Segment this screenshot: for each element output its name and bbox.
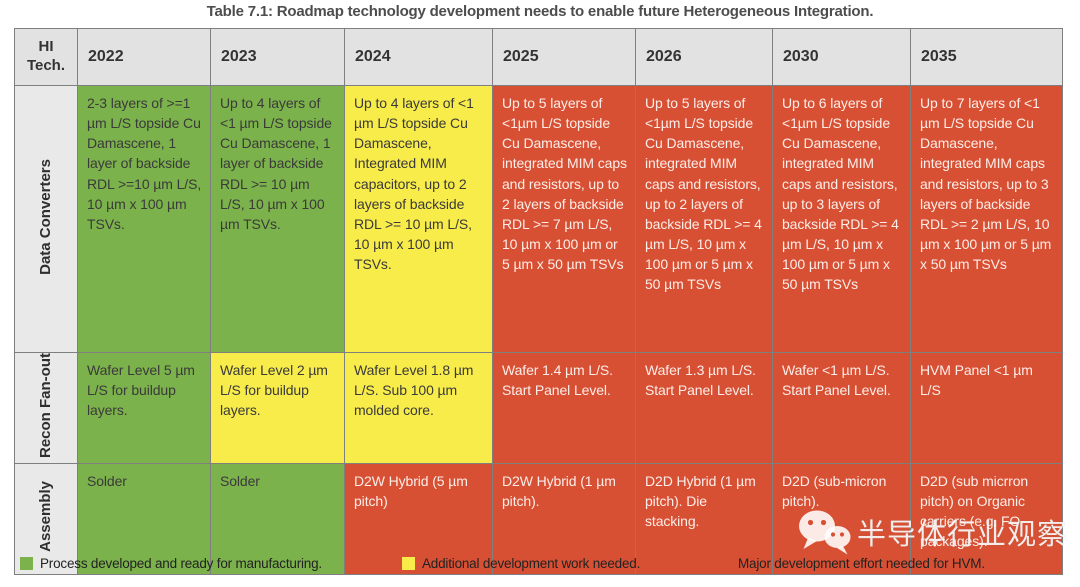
row-label-data-converters: Data Converters <box>14 85 78 353</box>
table-cell: Up to 4 layers of <1 µm L/S topside Cu D… <box>210 85 345 353</box>
year-header-2022: 2022 <box>77 28 211 86</box>
legend-label-green: Process developed and ready for manufact… <box>40 556 322 571</box>
legend-swatch-yellow <box>402 557 415 570</box>
legend-item-green: Process developed and ready for manufact… <box>20 556 322 571</box>
legend: Process developed and ready for manufact… <box>0 556 1080 576</box>
row-recon-fan-out: Recon Fan-out Wafer Level 5 µm L/S for b… <box>14 352 1063 464</box>
table-cell: Solder <box>210 463 345 575</box>
row-label-text: Assembly <box>37 481 55 552</box>
table-cell: Wafer 1.4 µm L/S. Start Panel Level. <box>492 352 636 464</box>
corner-header: HI Tech. <box>14 28 78 86</box>
legend-swatch-green <box>20 557 33 570</box>
header-row: HI Tech. 2022 2023 2024 2025 2026 2030 2… <box>14 28 1063 86</box>
row-data-converters: Data Converters 2-3 layers of >=1 µm L/S… <box>14 85 1063 353</box>
row-label-recon-fan-out: Recon Fan-out <box>14 352 78 464</box>
table-cell: Wafer Level 1.8 µm L/S. Sub 100 µm molde… <box>344 352 493 464</box>
table-cell: D2D Hybrid (1 µm pitch). Die stacking. <box>635 463 773 575</box>
roadmap-table: HI Tech. 2022 2023 2024 2025 2026 2030 2… <box>14 28 1063 575</box>
table-cell: D2D (sub-micron pitch). <box>772 463 911 575</box>
table-cell: Wafer <1 µm L/S. Start Panel Level. <box>772 352 911 464</box>
legend-item-red: Major development effort needed for HVM. <box>718 556 985 571</box>
legend-swatch-red <box>718 557 731 570</box>
table-cell: 2-3 layers of >=1 µm L/S topside Cu Dama… <box>77 85 211 353</box>
table-cell: Up to 7 layers of <1 µm L/S topside Cu D… <box>910 85 1063 353</box>
table-cell: Solder <box>77 463 211 575</box>
row-assembly: Assembly Solder Solder D2W Hybrid (5 µm … <box>14 463 1063 575</box>
table-cell: D2D (sub micrron pitch) on Organic carri… <box>910 463 1063 575</box>
table-cell: D2W Hybrid (1 µm pitch). <box>492 463 636 575</box>
legend-label-yellow: Additional development work needed. <box>422 556 641 571</box>
year-header-2030: 2030 <box>772 28 911 86</box>
table-cell: HVM Panel <1 µm L/S <box>910 352 1063 464</box>
year-header-2023: 2023 <box>210 28 345 86</box>
table-cell: D2W Hybrid (5 µm pitch) <box>344 463 493 575</box>
table-cell: Up to 6 layers of <1µm L/S topside Cu Da… <box>772 85 911 353</box>
legend-item-yellow: Additional development work needed. <box>402 556 640 571</box>
table-cell: Wafer 1.3 µm L/S. Start Panel Level. <box>635 352 773 464</box>
row-label-assembly: Assembly <box>14 463 78 575</box>
table-cell: Wafer Level 2 µm L/S for buildup layers. <box>210 352 345 464</box>
row-label-text: Recon Fan-out <box>37 353 55 458</box>
year-header-2024: 2024 <box>344 28 493 86</box>
table-cell: Up to 5 layers of <1µm L/S topside Cu Da… <box>492 85 636 353</box>
legend-label-red: Major development effort needed for HVM. <box>738 556 985 571</box>
row-label-text: Data Converters <box>37 158 55 275</box>
table-cell: Up to 5 layers of <1µm L/S topside Cu Da… <box>635 85 773 353</box>
year-header-2025: 2025 <box>492 28 636 86</box>
table-title: Table 7.1: Roadmap technology developmen… <box>206 3 874 20</box>
year-header-2026: 2026 <box>635 28 773 86</box>
year-header-2035: 2035 <box>910 28 1063 86</box>
table-cell: Up to 4 layers of <1 µm L/S topside Cu D… <box>344 85 493 353</box>
table-cell: Wafer Level 5 µm L/S for buildup layers. <box>77 352 211 464</box>
